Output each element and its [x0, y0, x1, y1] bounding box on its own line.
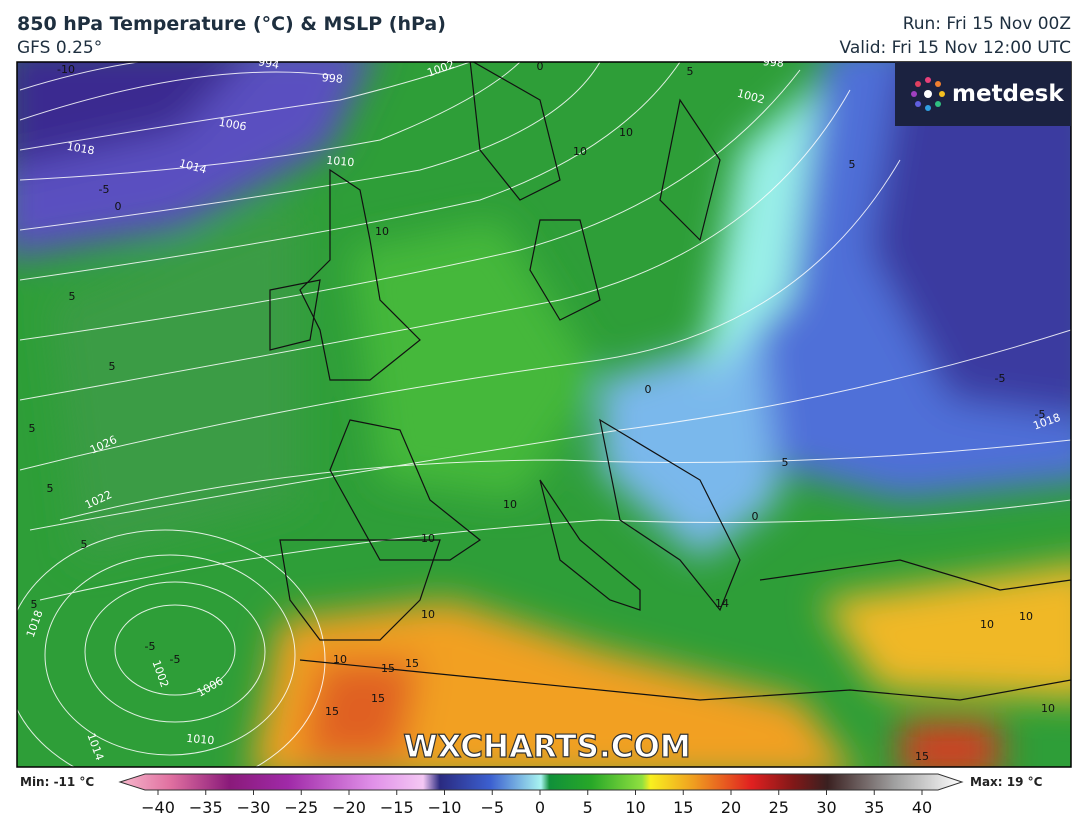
temperature-label: 15 [371, 692, 385, 705]
coastlines [269, 62, 1071, 701]
colorbar-tick-label: −20 [332, 798, 366, 817]
temperature-label: 0 [115, 200, 122, 213]
isobars [17, 62, 1071, 767]
temperature-label: 15 [405, 657, 419, 670]
colorbar-tick-label: −30 [237, 798, 271, 817]
isobar-label: 1010 [326, 154, 355, 169]
colorbar-tick-label: 5 [583, 798, 593, 817]
temperature-label: 5 [29, 422, 36, 435]
temperature-label: 10 [573, 145, 587, 158]
temperature-label: 10 [1041, 702, 1055, 715]
colorbar-tick-label: 15 [673, 798, 693, 817]
temperature-label: 5 [69, 290, 76, 303]
temperature-label: 10 [421, 608, 435, 621]
temperature-label: 10 [503, 498, 517, 511]
temperature-label: 5 [47, 482, 54, 495]
temperature-label: 0 [645, 383, 652, 396]
temperature-label: 5 [109, 360, 116, 373]
colorbar [118, 773, 964, 791]
temperature-label: 14 [715, 597, 729, 610]
isobar-label: 998 [321, 71, 343, 86]
colorbar-max: Max: 19 °C [970, 775, 1043, 789]
colorbar-tick-label: −10 [428, 798, 462, 817]
colorbar-tick-label: −25 [284, 798, 318, 817]
temperature-label: -5 [99, 183, 110, 196]
colorbar-tick-label: 20 [721, 798, 741, 817]
isobar-label: 1006 [218, 116, 248, 134]
temperature-label: 10 [421, 532, 435, 545]
temperature-label: 15 [915, 750, 929, 763]
colorbar-min: Min: -11 °C [20, 775, 94, 789]
colorbar-tick-label: −5 [480, 798, 504, 817]
temperature-label: 10 [333, 653, 347, 666]
temperature-label: -5 [1035, 408, 1046, 421]
isobar-label: 994 [257, 55, 280, 71]
run-time: Run: Fri 15 Nov 00Z [902, 14, 1071, 34]
temperature-label: 5 [687, 65, 694, 78]
temperature-label: 5 [782, 456, 789, 469]
temperature-label: 15 [325, 705, 339, 718]
temperature-label: 0 [537, 60, 544, 73]
temperature-label: 5 [31, 598, 38, 611]
colorbar-tick-label: −15 [380, 798, 414, 817]
temperature-label: -10 [57, 63, 75, 76]
colorbar-tick-label: 0 [535, 798, 545, 817]
title: 850 hPa Temperature (°C) & MSLP (hPa) [17, 13, 446, 35]
colorbar-tick-label: 10 [625, 798, 645, 817]
temperature-label: 15 [381, 662, 395, 675]
temperature-label: 5 [81, 538, 88, 551]
temperature-label: 10 [619, 126, 633, 139]
logo-text: metdesk [952, 81, 1064, 107]
subtitle: GFS 0.25° [17, 38, 103, 58]
colorbar-tick-label: −40 [141, 798, 175, 817]
temperature-label: 10 [980, 618, 994, 631]
temperature-label: 10 [375, 225, 389, 238]
colorbar-tick-label: 30 [816, 798, 836, 817]
temperature-label: 10 [1019, 610, 1033, 623]
colorbar-tick-label: 40 [912, 798, 932, 817]
temperature-label: -5 [995, 372, 1006, 385]
colorbar-tick-label: 25 [769, 798, 789, 817]
map-field [17, 62, 1071, 767]
temperature-label: -5 [170, 653, 181, 666]
isobar-label: 1018 [66, 140, 96, 158]
temperature-label: -5 [145, 640, 156, 653]
colorbar-tick-label: 35 [864, 798, 884, 817]
temperature-label: 5 [849, 158, 856, 171]
watermark: WXCHARTS.COM [403, 729, 690, 765]
valid-time: Valid: Fri 15 Nov 12:00 UTC [839, 38, 1071, 58]
isobar-label: 998 [762, 55, 784, 70]
isobar-label: 1010 [186, 732, 215, 747]
logo-icon [911, 77, 945, 111]
temperature-label: 0 [752, 510, 759, 523]
colorbar-tick-label: −35 [189, 798, 223, 817]
